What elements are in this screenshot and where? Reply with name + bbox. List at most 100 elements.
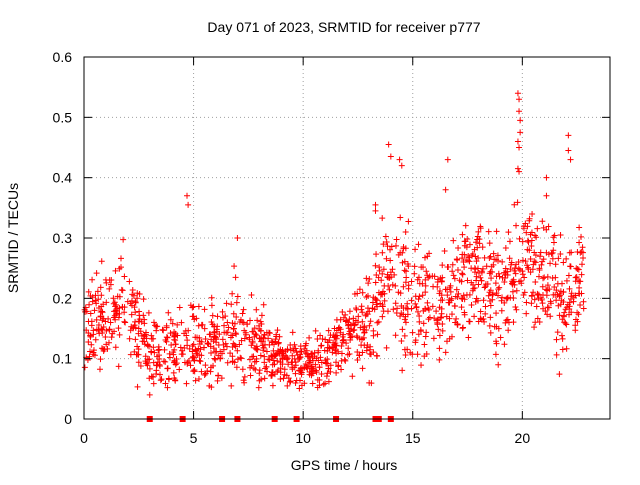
data-point <box>417 327 424 334</box>
data-point <box>346 308 353 315</box>
data-point <box>486 255 493 262</box>
data-point <box>126 335 133 342</box>
data-point <box>93 270 100 277</box>
data-point <box>550 291 557 298</box>
data-point <box>455 290 462 297</box>
data-point <box>424 299 431 306</box>
data-point <box>525 239 532 245</box>
data-point <box>379 249 386 256</box>
data-point <box>438 314 445 321</box>
data-point <box>215 352 222 359</box>
data-point <box>103 299 110 306</box>
data-point <box>551 232 558 239</box>
data-point <box>241 373 248 380</box>
data-point <box>498 297 505 304</box>
data-point <box>408 305 415 312</box>
data-point <box>135 346 142 353</box>
data-point <box>231 263 238 270</box>
data-point <box>97 284 104 291</box>
data-point <box>403 274 410 281</box>
data-point <box>322 380 329 387</box>
y-tick-label: 0.1 <box>53 351 73 367</box>
data-point <box>358 306 365 313</box>
data-point <box>189 342 196 349</box>
data-point <box>386 286 393 293</box>
data-point <box>444 292 451 299</box>
data-point <box>277 376 284 383</box>
data-point <box>234 356 241 363</box>
data-point <box>308 350 315 357</box>
data-point <box>157 377 164 384</box>
data-point <box>390 306 397 313</box>
data-point <box>121 273 128 280</box>
data-point <box>129 286 136 293</box>
data-point <box>163 338 170 345</box>
data-point <box>477 308 484 315</box>
data-point <box>502 244 509 251</box>
data-point <box>570 294 577 301</box>
data-point <box>536 318 543 325</box>
data-point <box>436 304 443 311</box>
data-point <box>85 339 92 346</box>
data-point <box>548 250 555 257</box>
data-point <box>444 156 451 163</box>
data-point <box>346 350 353 357</box>
data-point <box>163 322 170 329</box>
data-point <box>293 377 300 384</box>
data-point <box>379 215 386 222</box>
data-point <box>521 289 528 296</box>
data-point <box>493 310 500 317</box>
data-point <box>372 279 379 286</box>
data-point <box>171 359 178 366</box>
data-point <box>351 290 358 297</box>
data-point <box>574 318 581 325</box>
data-point <box>495 361 502 368</box>
data-point <box>531 324 538 331</box>
data-point <box>361 342 368 349</box>
data-point <box>97 313 104 320</box>
data-point <box>195 303 202 310</box>
data-point <box>345 325 352 332</box>
data-point <box>352 317 359 324</box>
data-point <box>215 372 222 379</box>
data-point <box>228 382 235 389</box>
data-point <box>547 260 554 267</box>
data-point <box>350 320 357 327</box>
data-point <box>190 313 197 320</box>
data-point <box>349 373 356 380</box>
data-point <box>492 280 499 287</box>
data-point <box>254 317 261 324</box>
data-point <box>472 266 479 273</box>
data-point <box>289 352 296 359</box>
data-point <box>145 309 152 316</box>
data-point <box>156 371 163 378</box>
data-point <box>535 273 542 280</box>
data-point <box>281 366 288 373</box>
data-point <box>415 241 422 248</box>
data-point <box>289 329 296 336</box>
data-point <box>466 318 473 325</box>
data-point <box>369 299 376 306</box>
data-point <box>249 328 256 335</box>
data-point <box>478 269 485 276</box>
data-point <box>248 291 255 298</box>
data-point <box>176 366 183 373</box>
data-point <box>573 273 580 280</box>
data-point <box>107 281 114 288</box>
data-point <box>528 293 535 300</box>
data-point <box>560 298 567 305</box>
data-point <box>142 353 149 360</box>
data-point <box>272 336 279 343</box>
data-point <box>578 233 585 240</box>
data-point <box>372 207 379 214</box>
data-point <box>97 356 104 363</box>
data-point <box>196 341 203 348</box>
data-point <box>229 358 236 365</box>
data-point <box>459 251 466 258</box>
data-point <box>489 291 496 298</box>
data-point <box>292 362 299 369</box>
data-point <box>412 339 419 346</box>
data-point <box>434 316 441 323</box>
data-point <box>370 349 377 356</box>
x-tick-label: 5 <box>190 430 198 446</box>
